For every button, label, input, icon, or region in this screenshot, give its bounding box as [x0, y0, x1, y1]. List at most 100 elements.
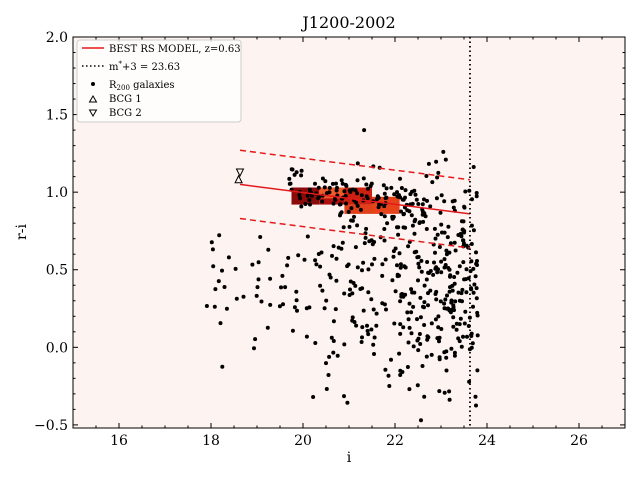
galaxy-point — [419, 418, 423, 423]
density-bin — [319, 187, 345, 199]
x-tick-label: 24 — [478, 433, 496, 449]
galaxy-point — [399, 209, 403, 214]
galaxy-point — [392, 321, 397, 326]
galaxy-point — [474, 296, 479, 301]
galaxy-point — [437, 339, 441, 344]
galaxy-point — [382, 204, 387, 209]
chart-title: J1200-2002 — [300, 13, 395, 32]
galaxy-point — [416, 348, 421, 353]
galaxy-point — [327, 354, 332, 359]
galaxy-point — [461, 219, 466, 224]
galaxy-point — [457, 339, 462, 344]
galaxy-point — [407, 387, 412, 392]
galaxy-point — [360, 335, 364, 340]
galaxy-point — [471, 228, 476, 233]
galaxy-point — [309, 193, 314, 198]
galaxy-point — [234, 296, 239, 301]
y-tick-label: 0.0 — [46, 340, 68, 356]
galaxy-point — [305, 234, 310, 239]
galaxy-point — [449, 298, 454, 303]
galaxy-point — [224, 306, 229, 311]
galaxy-point — [444, 368, 449, 373]
galaxy-point — [299, 204, 304, 209]
galaxy-point — [466, 276, 471, 281]
galaxy-point — [447, 250, 452, 255]
galaxy-point — [417, 220, 422, 225]
legend-rs-model-label: BEST RS MODEL, z=0.63 — [109, 44, 241, 55]
galaxy-point — [406, 340, 411, 345]
galaxy-point — [416, 202, 421, 206]
galaxy-point — [374, 197, 379, 202]
galaxy-point — [339, 178, 344, 183]
galaxy-point — [452, 308, 456, 313]
galaxy-point — [355, 223, 360, 228]
galaxy-point — [370, 262, 374, 267]
galaxy-point — [450, 283, 455, 288]
galaxy-point — [341, 225, 346, 230]
galaxy-point — [382, 302, 387, 307]
galaxy-point — [409, 213, 414, 218]
galaxy-point — [473, 274, 478, 279]
galaxy-point — [470, 341, 475, 346]
galaxy-point — [398, 265, 403, 270]
galaxy-point — [351, 281, 356, 285]
galaxy-point — [435, 232, 440, 237]
galaxy-point — [313, 258, 318, 263]
galaxy-point — [379, 212, 384, 217]
y-axis-label: r-i — [14, 224, 30, 240]
galaxy-point — [428, 288, 433, 293]
galaxy-point — [405, 310, 410, 315]
galaxy-point — [433, 292, 438, 296]
galaxy-point — [346, 209, 351, 214]
galaxy-point — [331, 339, 336, 343]
galaxy-point — [432, 226, 437, 231]
galaxy-point — [375, 194, 380, 199]
galaxy-point — [252, 346, 256, 351]
galaxy-point — [295, 308, 299, 313]
galaxy-point — [347, 224, 352, 229]
galaxy-point — [459, 291, 464, 296]
galaxy-point — [294, 298, 299, 303]
galaxy-point — [416, 278, 420, 283]
galaxy-point — [334, 278, 339, 283]
galaxy-point — [313, 341, 318, 345]
galaxy-point — [438, 299, 443, 304]
galaxy-point — [473, 394, 478, 399]
galaxy-point — [363, 235, 368, 240]
galaxy-point — [463, 189, 468, 194]
x-tick-label: 22 — [386, 433, 404, 449]
galaxy-point — [345, 264, 350, 269]
galaxy-point — [393, 289, 398, 294]
galaxy-point — [452, 350, 457, 355]
galaxy-point — [416, 261, 421, 266]
galaxy-point — [344, 201, 348, 206]
galaxy-point — [461, 334, 465, 339]
galaxy-point — [331, 244, 336, 249]
galaxy-point — [298, 196, 303, 201]
galaxy-point — [385, 221, 390, 226]
galaxy-point — [335, 185, 339, 190]
galaxy-point — [217, 233, 222, 238]
galaxy-point — [435, 270, 440, 275]
galaxy-point — [362, 241, 367, 246]
galaxy-point — [204, 304, 209, 308]
galaxy-point — [415, 338, 420, 343]
galaxy-point — [364, 182, 369, 187]
galaxy-point — [422, 394, 427, 399]
galaxy-point — [386, 373, 391, 378]
galaxy-point — [366, 267, 371, 272]
galaxy-point — [460, 299, 464, 304]
galaxy-point — [304, 306, 309, 311]
galaxy-point — [456, 290, 461, 295]
galaxy-point — [399, 294, 404, 299]
galaxy-point — [323, 179, 328, 184]
galaxy-point — [280, 273, 285, 278]
axis-ticks: 16 18 20 22 24 26 −0.5 0.0 0.5 1.0 1.5 2.0 — [34, 30, 626, 449]
galaxy-point — [475, 368, 480, 373]
galaxy-point — [342, 189, 347, 194]
galaxy-point — [380, 273, 385, 278]
galaxy-point — [355, 191, 360, 196]
galaxy-point — [416, 255, 421, 259]
galaxy-point — [475, 259, 479, 263]
galaxy-point — [445, 235, 450, 240]
